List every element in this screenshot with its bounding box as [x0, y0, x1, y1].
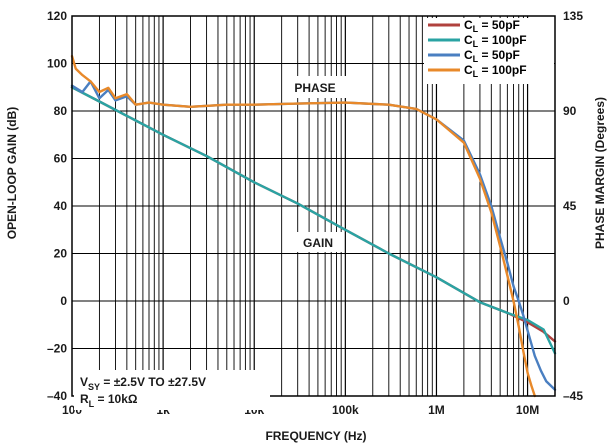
y-left-tick-label: 100 [47, 57, 67, 71]
y-right-tick-label: 45 [563, 199, 577, 213]
series-lines [70, 54, 557, 398]
x-tick-label: 100k [332, 403, 359, 417]
y-left-tick-label: 40 [54, 199, 68, 213]
legend-label-sub: L [473, 54, 479, 64]
legend-box [424, 18, 554, 84]
y-left-tick-label: 120 [47, 9, 67, 23]
legend-label-sub: L [473, 39, 479, 49]
plot-border [71, 15, 556, 397]
load-resistance-main: R [80, 392, 89, 406]
y-left-tick-label: 0 [60, 294, 67, 308]
legend-label-main: C [464, 33, 473, 47]
y-left-tick-label: 20 [54, 247, 68, 261]
load-resistance-label: RL = 10kΩ [80, 392, 138, 409]
grid [72, 16, 555, 396]
x-tick-label: 1M [428, 403, 445, 417]
legend-label-main: C [464, 63, 473, 77]
gain-series-line-1 [70, 86, 557, 355]
legend-label: CL = 100pF [464, 63, 527, 79]
legend-label: CL = 50pF [464, 18, 520, 34]
phase-label: PHASE [294, 81, 335, 95]
x-tick-label: 10M [516, 403, 539, 417]
load-resistance-rest: = 10kΩ [94, 392, 138, 406]
y-axis-right-title: PHASE MARGIN (Degrees) [593, 97, 607, 249]
y-right-tick-label: 135 [563, 9, 583, 23]
conditions-box [74, 370, 270, 410]
plot-frame [71, 15, 556, 397]
y-right-tick-label: –45 [563, 389, 583, 403]
y-left-tick-label: 80 [54, 104, 68, 118]
y-right-tick-label: 0 [563, 294, 570, 308]
supply-voltage-rest: = ±2.5V TO ±27.5V [100, 375, 206, 389]
annotations: PHASE GAIN VSY = ±2.5V TO ±27.5V RL = 10… [74, 76, 346, 410]
y-left-tick-label: 60 [54, 152, 68, 166]
supply-voltage-sub: SY [88, 382, 100, 392]
legend-label-rest: = 50pF [478, 48, 520, 62]
gain-label-bg [293, 232, 343, 252]
phase-series-line-3 [70, 54, 536, 398]
y-right-tick-label: 90 [563, 104, 577, 118]
load-resistance-sub: L [89, 399, 95, 409]
legend-label-main: C [464, 18, 473, 32]
gain-label: GAIN [303, 236, 333, 250]
x-axis-title: FREQUENCY (Hz) [265, 429, 366, 443]
legend-label-rest: = 50pF [478, 18, 520, 32]
supply-voltage-label: VSY = ±2.5V TO ±27.5V [80, 375, 206, 392]
legend-label-rest: = 100pF [478, 63, 526, 77]
y-left-tick-label: –40 [47, 389, 67, 403]
legend-label: CL = 50pF [464, 48, 520, 64]
y-left-tick-label: –20 [47, 342, 67, 356]
supply-voltage-main: V [80, 375, 88, 389]
legend-label-sub: L [473, 24, 479, 34]
y-axis-left-title: OPEN-LOOP GAIN (dB) [5, 107, 19, 239]
phase-label-bg [284, 76, 346, 98]
legend-label-rest: = 100pF [478, 33, 526, 47]
legend-label-main: C [464, 48, 473, 62]
legend-label-sub: L [473, 69, 479, 79]
legend-label: CL = 100pF [464, 33, 527, 49]
